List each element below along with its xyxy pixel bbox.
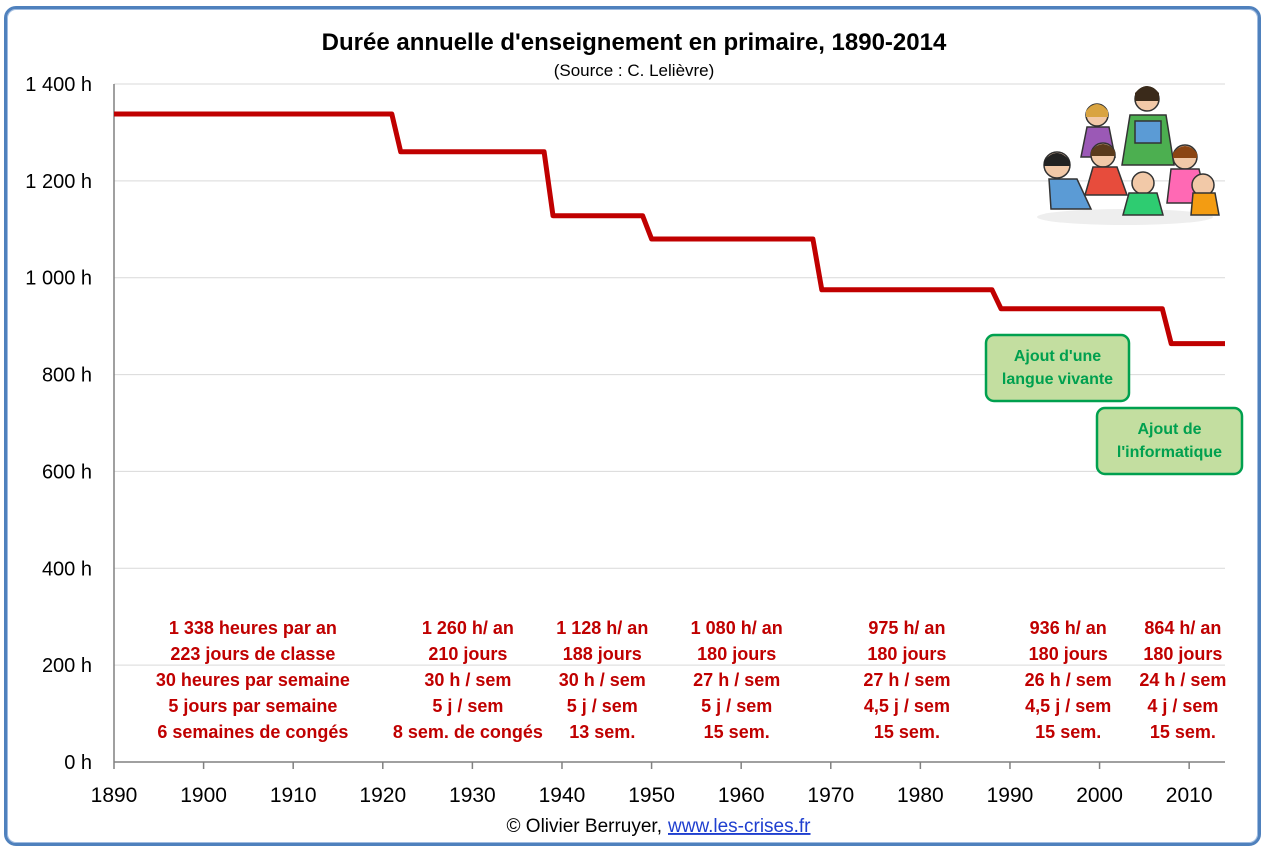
period-label-line: 180 jours — [867, 644, 946, 664]
x-tick-label: 1980 — [897, 784, 944, 807]
period-label-line: 1 260 h/ an — [422, 618, 514, 638]
annotation-notes: Ajout d'une langue vivante Ajout de l'infor… — [984, 333, 1244, 476]
y-tick-label: 800 h — [42, 365, 92, 387]
chart-frame — [4, 6, 1261, 846]
x-tick-label: 1960 — [718, 784, 765, 807]
x-tick-label: 1920 — [359, 784, 406, 807]
chart-subtitle: (Source : C. Lelièvre) — [554, 61, 715, 80]
period-label-line: 6 semaines de congés — [157, 722, 348, 742]
period-label-line: 15 sem. — [1150, 722, 1216, 742]
period-label-line: 4,5 j / sem — [1025, 696, 1111, 716]
note-text: l'informatique — [1117, 444, 1222, 461]
period-labels: 1 338 heures par an 223 jours de classe 30… — [156, 618, 1227, 742]
period-label-line: 864 h/ an — [1144, 618, 1221, 638]
period-label-line: 180 jours — [1143, 644, 1222, 664]
y-tick-label: 1 000 h — [25, 268, 92, 290]
period-label-line: 13 sem. — [569, 722, 635, 742]
x-tick-label: 1970 — [807, 784, 854, 807]
x-tick-label: 2010 — [1166, 784, 1213, 807]
period-label-line: 4 j / sem — [1147, 696, 1218, 716]
x-tick-label: 1900 — [180, 784, 227, 807]
series-line — [114, 111, 1225, 347]
period-label-line: 15 sem. — [704, 722, 770, 742]
period-label-line: 180 jours — [1029, 644, 1108, 664]
note-text: Ajout de — [1138, 421, 1202, 438]
x-tick-label: 1910 — [270, 784, 317, 807]
period-label-line: 180 jours — [697, 644, 776, 664]
period-label-line: 26 h / sem — [1025, 670, 1112, 690]
period-label-line: 15 sem. — [1035, 722, 1101, 742]
chart-title: Durée annuelle d'enseignement en primair… — [322, 29, 947, 56]
period-label-line: 4,5 j / sem — [864, 696, 950, 716]
period-label-line: 210 jours — [428, 644, 507, 664]
x-tick-label: 1940 — [539, 784, 586, 807]
period-label-line: 27 h / sem — [693, 670, 780, 690]
x-tick-label: 1950 — [628, 784, 675, 807]
note-text: Ajout d'une — [1014, 348, 1101, 365]
period-label-line: 5 j / sem — [701, 696, 772, 716]
y-tick-label: 1 200 h — [25, 171, 92, 193]
period-label-line: 15 sem. — [874, 722, 940, 742]
x-axis: 1890 1900 1910 1920 1930 1940 1950 1960 1970 1980… — [91, 84, 1225, 807]
x-tick-label: 1990 — [987, 784, 1034, 807]
period-label-line: 936 h/ an — [1030, 618, 1107, 638]
x-tick-label: 1890 — [91, 784, 138, 807]
period-label-line: 1 128 h/ an — [556, 618, 648, 638]
period-label-line: 5 j / sem — [567, 696, 638, 716]
period-label-line: 30 heures par semaine — [156, 670, 350, 690]
period-label-line: 30 h / sem — [424, 670, 511, 690]
period-label-line: 8 sem. de congés — [393, 722, 543, 742]
grid-lines — [114, 83, 1225, 666]
note-box — [984, 333, 1131, 403]
period-label-line: 1 338 heures par an — [169, 618, 337, 638]
footer-link[interactable]: www.les-crises.fr — [667, 816, 811, 837]
x-tick-label: 1930 — [449, 784, 496, 807]
y-tick-label: 200 h — [42, 655, 92, 677]
children-reading-illustration — [1037, 86, 1220, 225]
note-box — [1095, 406, 1244, 476]
period-label-line: 223 jours de classe — [170, 644, 335, 664]
period-label-line: 5 jours par semaine — [168, 696, 337, 716]
period-label-line: 30 h / sem — [559, 670, 646, 690]
period-label-line: 1 080 h/ an — [691, 618, 783, 638]
y-tick-label: 1 400 h — [25, 74, 92, 96]
period-label-line: 27 h / sem — [863, 670, 950, 690]
y-tick-label: 0 h — [64, 752, 92, 774]
y-axis: 0 h 200 h 400 h 600 h 800 h 1 000 h 1 200 h 1 4… — [25, 74, 92, 774]
y-tick-label: 400 h — [42, 558, 92, 580]
note-text: langue vivante — [1002, 371, 1113, 388]
period-label-line: 24 h / sem — [1139, 670, 1226, 690]
period-label-line: 5 j / sem — [432, 696, 503, 716]
x-tick-label: 2000 — [1076, 784, 1123, 807]
period-label-line: 975 h/ an — [868, 618, 945, 638]
y-tick-label: 600 h — [42, 461, 92, 483]
footer-credit: © Olivier Berruyer, — [507, 816, 662, 837]
period-label-line: 188 jours — [563, 644, 642, 664]
